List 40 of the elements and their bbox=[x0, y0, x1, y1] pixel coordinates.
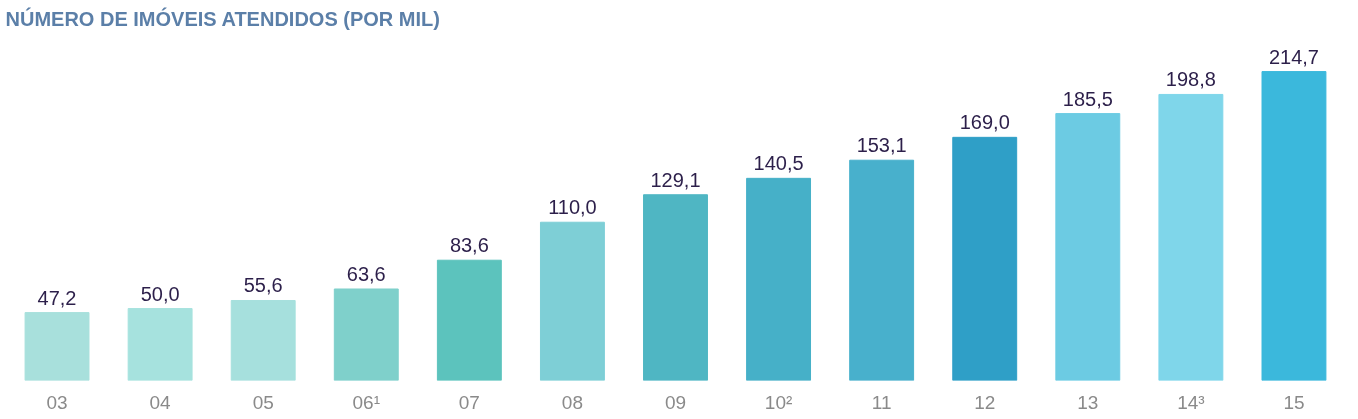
x-tick-label: 12 bbox=[974, 391, 996, 413]
bar bbox=[127, 308, 193, 381]
x-tick-label: 04 bbox=[149, 391, 172, 413]
x-tick-label: 10² bbox=[764, 391, 793, 413]
x-tick-label: 05 bbox=[252, 391, 274, 413]
data-label: 110,0 bbox=[548, 196, 597, 219]
data-label: 55,6 bbox=[243, 274, 283, 297]
x-tick-label: 15 bbox=[1283, 391, 1305, 413]
data-label: 140,5 bbox=[753, 152, 804, 175]
data-label: 83,6 bbox=[449, 234, 489, 257]
data-label: 129,1 bbox=[650, 168, 701, 191]
data-label: 47,2 bbox=[37, 286, 77, 309]
bar bbox=[24, 312, 90, 381]
bar bbox=[746, 177, 812, 381]
bar bbox=[1261, 71, 1327, 381]
x-tick-label: 08 bbox=[561, 391, 583, 413]
x-tick-label: 14³ bbox=[1177, 391, 1205, 413]
bar bbox=[436, 259, 502, 381]
x-tick-label: 07 bbox=[458, 391, 480, 413]
bar bbox=[230, 300, 296, 381]
x-tick-label: 09 bbox=[664, 391, 687, 413]
data-label: 198,8 bbox=[1165, 68, 1216, 91]
data-label: 50,0 bbox=[140, 282, 180, 305]
bar bbox=[333, 288, 399, 381]
bar bbox=[849, 159, 915, 381]
data-label: 169,0 bbox=[959, 111, 1010, 134]
x-tick-label: 11 bbox=[871, 391, 892, 413]
data-label: 63,6 bbox=[346, 262, 386, 285]
data-label: 214,7 bbox=[1268, 45, 1319, 68]
bar bbox=[952, 136, 1018, 381]
x-tick-label: 13 bbox=[1077, 391, 1099, 413]
bar bbox=[643, 194, 708, 381]
x-tick-label: 06¹ bbox=[352, 391, 381, 413]
data-label: 185,5 bbox=[1062, 87, 1113, 110]
data-label: 153,1 bbox=[856, 134, 907, 157]
bar bbox=[539, 221, 605, 381]
bar bbox=[1055, 113, 1121, 381]
bar bbox=[1158, 93, 1224, 381]
chart-title: NÚMERO DE IMÓVEIS ATENDIDOS (POR MIL) bbox=[5, 6, 440, 30]
x-tick-label: 03 bbox=[46, 391, 68, 413]
